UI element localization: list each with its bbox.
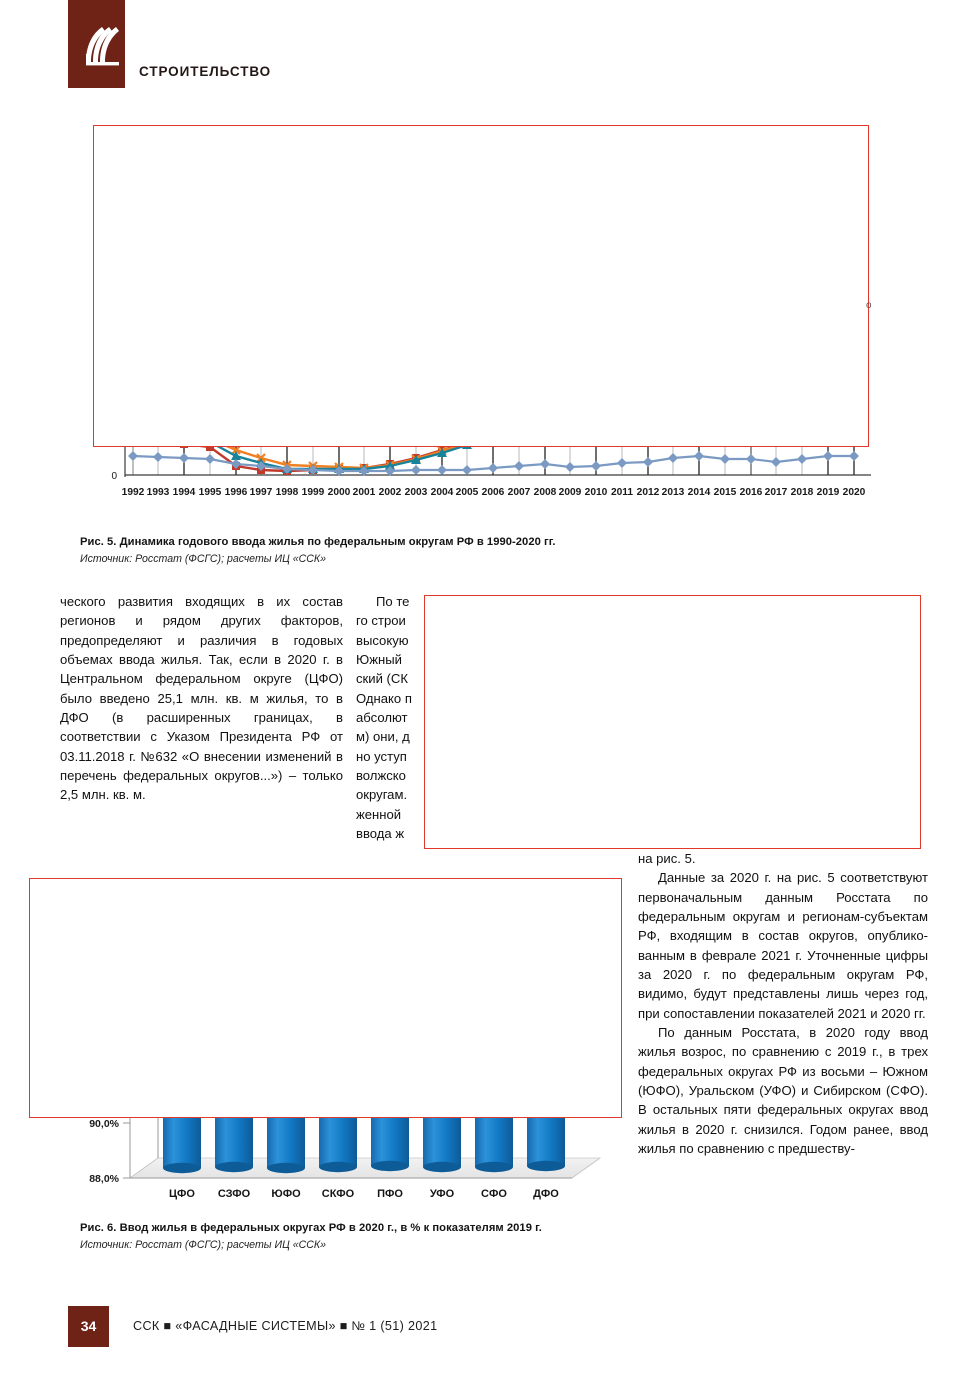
category-label: УФО (430, 1188, 455, 1200)
svg-text:1999: 1999 (302, 487, 325, 498)
paragraph: По данным Росстата, в 2020 го­ду ввод жи… (638, 1025, 928, 1157)
svg-text:1996: 1996 (225, 487, 248, 498)
paragraph-line: Южный (356, 652, 402, 668)
category-label: ДФО (533, 1188, 559, 1200)
svg-text:2012: 2012 (637, 487, 660, 498)
svg-text:2002: 2002 (379, 487, 402, 498)
svg-text:1993: 1993 (147, 487, 170, 498)
svg-text:2019: 2019 (817, 487, 840, 498)
svg-text:1997: 1997 (250, 487, 273, 498)
svg-text:2014: 2014 (688, 487, 711, 498)
category-label: СФО (481, 1188, 507, 1200)
figure-5-caption: Рис. 5. Динамика годового ввода жилья по… (80, 536, 556, 548)
ssk-emblem-icon (86, 27, 119, 66)
page-footer: 34 ССК ■ «ФАСАДНЫЕ СИСТЕМЫ» ■ № 1 (51) 2… (0, 1306, 980, 1354)
paragraph: на рис. 5. (638, 851, 696, 866)
category-label: СЗФО (218, 1188, 251, 1200)
paragraph-line: абсолют (356, 710, 408, 726)
paragraph-line: высокую (356, 632, 409, 648)
svg-text:2005: 2005 (456, 487, 479, 498)
svg-text:2008: 2008 (534, 487, 557, 498)
page-number-badge (68, 1306, 109, 1347)
middle-column-redaction-box (424, 595, 921, 849)
paragraph-line: м) они, д (356, 729, 410, 745)
figure-6-caption: Рис. 6. Ввод жилья в федеральных округах… (80, 1222, 542, 1234)
paragraph-line: но уступ (356, 748, 407, 764)
svg-text:2000: 2000 (328, 487, 351, 498)
chart-x-tick-labels: 1992 1993 1994 1995 1996 1997 1998 1999 2000… (122, 487, 866, 498)
y-tick-90: 90,0% (89, 1118, 119, 1130)
chart-category-labels: ЦФО СЗФО ЮФО СКФО ПФО УФО СФО ДФО (169, 1188, 559, 1200)
svg-text:2004: 2004 (431, 487, 454, 498)
paragraph: ческого развития входящих в их со­став р… (60, 594, 343, 803)
svg-text:2013: 2013 (662, 487, 685, 498)
svg-text:1998: 1998 (276, 487, 299, 498)
paragraph-line: ввода ж (356, 826, 405, 842)
paragraph-line: ский (СК (356, 671, 408, 687)
chart-y-tick-0: 0 (111, 471, 117, 482)
svg-text:1992: 1992 (122, 487, 145, 498)
paragraph: Данные за 2020 г. на рис. 5 соот­ветству… (638, 870, 928, 1021)
svg-text:2007: 2007 (508, 487, 531, 498)
publication-info: ССК ■ «ФАСАДНЫЕ СИСТЕМЫ» ■ № 1 (51) 2021 (133, 1319, 438, 1333)
figure-6-source: Источник: Росстат (ФСГС); расчеты ИЦ «СС… (80, 1239, 327, 1251)
figure-5-stray-character: о (866, 300, 872, 311)
body-column-middle: По те го строи высокую Южный ский (СК Од… (356, 592, 639, 843)
category-label: СКФО (322, 1188, 355, 1200)
svg-text:2016: 2016 (740, 487, 763, 498)
body-column-right: на рис. 5. Данные за 2020 г. на рис. 5 с… (638, 849, 928, 1159)
category-label: ЮФО (271, 1188, 301, 1200)
svg-text:2011: 2011 (611, 487, 633, 498)
svg-text:2017: 2017 (765, 487, 788, 498)
figure-5-redaction-box (93, 125, 869, 447)
paragraph-line: округам. (356, 787, 408, 803)
page-header: СТРОИТЕЛЬСТВО (0, 0, 980, 100)
paragraph-line: го строи (356, 613, 406, 629)
paragraph-line: По те (376, 594, 410, 609)
svg-text:2006: 2006 (482, 487, 505, 498)
y-tick-88: 88,0% (89, 1173, 119, 1185)
chart-y-tick-labels: 90,0% 88,0% (89, 1118, 119, 1185)
category-label: ЦФО (169, 1188, 195, 1200)
figure-5-source: Источник: Росстат (ФСГС); расчеты ИЦ «СС… (80, 553, 327, 565)
chart-series-blue (128, 451, 859, 476)
svg-text:2010: 2010 (585, 487, 608, 498)
svg-text:2015: 2015 (714, 487, 737, 498)
figure-6-redaction-box (29, 878, 622, 1118)
paragraph-line: Однако п (356, 690, 412, 706)
paragraph-line: женной (356, 806, 402, 822)
svg-text:1995: 1995 (199, 487, 222, 498)
svg-text:1994: 1994 (173, 487, 196, 498)
body-column-left: ческого развития входящих в их со­став р… (60, 592, 343, 805)
svg-text:2009: 2009 (559, 487, 582, 498)
page-number: 34 (80, 1318, 97, 1334)
page-section-title: СТРОИТЕЛЬСТВО (139, 64, 272, 79)
svg-text:2020: 2020 (843, 487, 866, 498)
svg-text:2003: 2003 (405, 487, 428, 498)
paragraph-line: волжско (356, 768, 406, 784)
svg-text:2018: 2018 (791, 487, 814, 498)
category-label: ПФО (377, 1188, 403, 1200)
svg-text:2001: 2001 (353, 487, 376, 498)
